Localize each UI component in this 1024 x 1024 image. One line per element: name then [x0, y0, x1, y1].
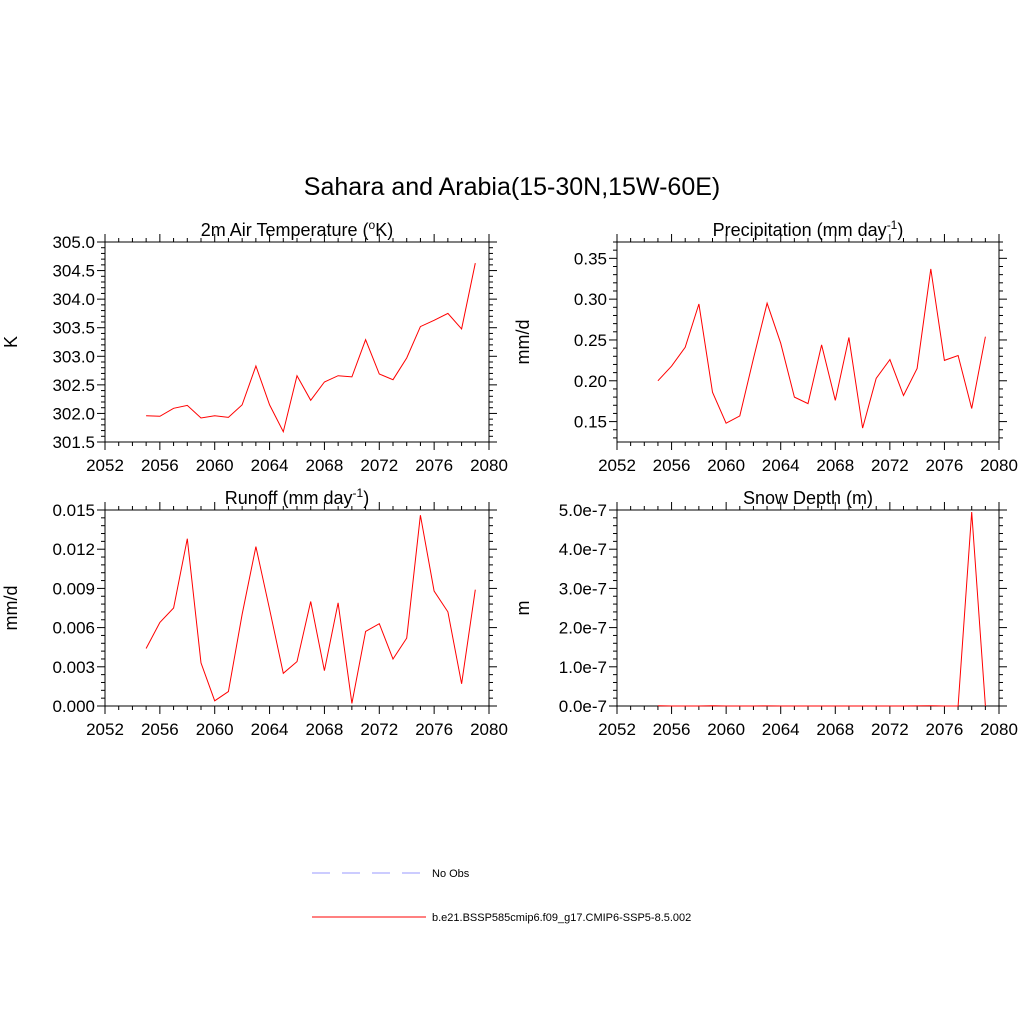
x-tick-label: 2080	[980, 720, 1018, 739]
x-tick-label: 2072	[360, 456, 398, 475]
series-line	[146, 262, 476, 434]
x-tick-label: 2064	[251, 456, 289, 475]
y-tick-label: 0.20	[574, 372, 607, 391]
x-tick-label: 2060	[707, 720, 745, 739]
panel-title-text: Runoff (mm day	[225, 488, 353, 508]
legend: No Obs b.e21.BSSP585cmip6.f09_g17.CMIP6-S…	[312, 868, 691, 924]
y-tick-label: 304.5	[52, 262, 95, 281]
y-tick-label: 0.30	[574, 290, 607, 309]
panel-title: Runoff (mm day-1)	[225, 486, 369, 508]
legend-entry-1: No Obs	[312, 868, 470, 880]
y-tick-label: 304.0	[52, 290, 95, 309]
chart-panel-3: Runoff (mm day-1) mm/d 2052 2056 2060 2064 206…	[1, 486, 508, 739]
y-tick-label: 305.0	[52, 233, 95, 252]
y-tick-label: 1.0e-7	[559, 658, 607, 677]
y-axis-label: mm/d	[1, 586, 21, 631]
x-tick-label: 2056	[653, 456, 691, 475]
x-tick-label: 2056	[141, 456, 179, 475]
x-tick-label: 2080	[470, 720, 508, 739]
panels: 2m Air Temperature (oK) K 2052 2056 2060 2064…	[1, 218, 1018, 739]
chart-panel-2: Precipitation (mm day-1) mm/d 2052 2056 2060…	[513, 218, 1018, 475]
x-tick-label: 2072	[871, 456, 909, 475]
y-tick-label: 0.015	[52, 501, 95, 520]
y-axis-label: K	[1, 336, 21, 348]
panel-title-superscript: -1	[353, 486, 364, 500]
panel-title: Snow Depth (m)	[743, 488, 873, 508]
x-tick-label: 2072	[871, 720, 909, 739]
x-tick-label: 2080	[470, 456, 508, 475]
y-tick-label: 303.0	[52, 347, 95, 366]
x-tick-label: 2060	[196, 720, 234, 739]
panel-title-text-end: K)	[375, 220, 393, 240]
y-tick-label: 4.0e-7	[559, 540, 607, 559]
y-tick-label: 301.5	[52, 433, 95, 452]
x-tick-label: 2052	[86, 456, 124, 475]
y-tick-label: 2.0e-7	[559, 619, 607, 638]
x-tick-label: 2072	[360, 720, 398, 739]
x-tick-label: 2068	[306, 720, 344, 739]
y-axis-label: mm/d	[513, 320, 533, 365]
y-tick-label: 0.000	[52, 697, 95, 716]
plot-frame	[104, 241, 490, 443]
chart-panel-4: Snow Depth (m) m 2052 2056 2060 2064 2068 2072 2…	[513, 488, 1018, 739]
x-tick-label: 2060	[196, 456, 234, 475]
x-tick-label: 2060	[707, 456, 745, 475]
panel-title: Precipitation (mm day-1)	[713, 218, 904, 240]
legend-label: b.e21.BSSP585cmip6.f09_g17.CMIP6-SSP5-8.…	[432, 912, 691, 924]
y-tick-label: 302.0	[52, 404, 95, 423]
x-tick-label: 2068	[306, 456, 344, 475]
series-line	[145, 515, 476, 704]
panel-title-text: Precipitation (mm day	[713, 220, 887, 240]
x-tick-label: 2076	[926, 456, 964, 475]
x-tick-label: 2076	[415, 720, 453, 739]
y-tick-label: 0.006	[52, 619, 95, 638]
y-tick-label: 302.5	[52, 376, 95, 395]
y-tick-label: 0.009	[52, 579, 95, 598]
y-tick-label: 0.15	[574, 413, 607, 432]
x-tick-label: 2076	[415, 456, 453, 475]
y-tick-label: 0.003	[52, 658, 95, 677]
panel-title-text-end: )	[897, 220, 903, 240]
x-tick-label: 2056	[141, 720, 179, 739]
x-tick-label: 2064	[251, 720, 289, 739]
plot-frame	[616, 509, 1000, 707]
x-tick-label: 2080	[980, 456, 1018, 475]
series-line	[657, 268, 986, 429]
x-tick-label: 2068	[816, 720, 854, 739]
plot-frame	[104, 509, 490, 707]
panel-title-text-end: )	[363, 488, 369, 508]
legend-label: No Obs	[432, 868, 470, 880]
series-line	[657, 511, 986, 707]
chart-panel-1: 2m Air Temperature (oK) K 2052 2056 2060 2064…	[1, 218, 508, 475]
x-tick-label: 2068	[816, 456, 854, 475]
y-axis-label: m	[513, 601, 533, 616]
y-tick-label: 3.0e-7	[559, 579, 607, 598]
panel-title-text: Snow Depth (m)	[743, 488, 873, 508]
x-tick-label: 2064	[762, 720, 800, 739]
x-tick-label: 2052	[598, 456, 636, 475]
x-tick-label: 2076	[926, 720, 964, 739]
x-tick-label: 2056	[653, 720, 691, 739]
panel-title-text: 2m Air Temperature (	[201, 220, 369, 240]
x-tick-label: 2052	[598, 720, 636, 739]
x-tick-label: 2052	[86, 720, 124, 739]
panel-title: 2m Air Temperature (oK)	[201, 218, 393, 240]
legend-entry-2: b.e21.BSSP585cmip6.f09_g17.CMIP6-SSP5-8.…	[312, 912, 691, 924]
y-tick-label: 5.0e-7	[559, 501, 607, 520]
x-tick-label: 2064	[762, 456, 800, 475]
y-tick-label: 0.35	[574, 249, 607, 268]
panel-title-superscript: o	[369, 218, 376, 232]
y-tick-label: 0.012	[52, 540, 95, 559]
figure-title: Sahara and Arabia(15-30N,15W-60E)	[304, 173, 720, 201]
y-tick-label: 0.25	[574, 331, 607, 350]
panel-title-superscript: -1	[887, 218, 898, 232]
y-tick-label: 0.0e-7	[559, 697, 607, 716]
y-tick-label: 303.5	[52, 319, 95, 338]
